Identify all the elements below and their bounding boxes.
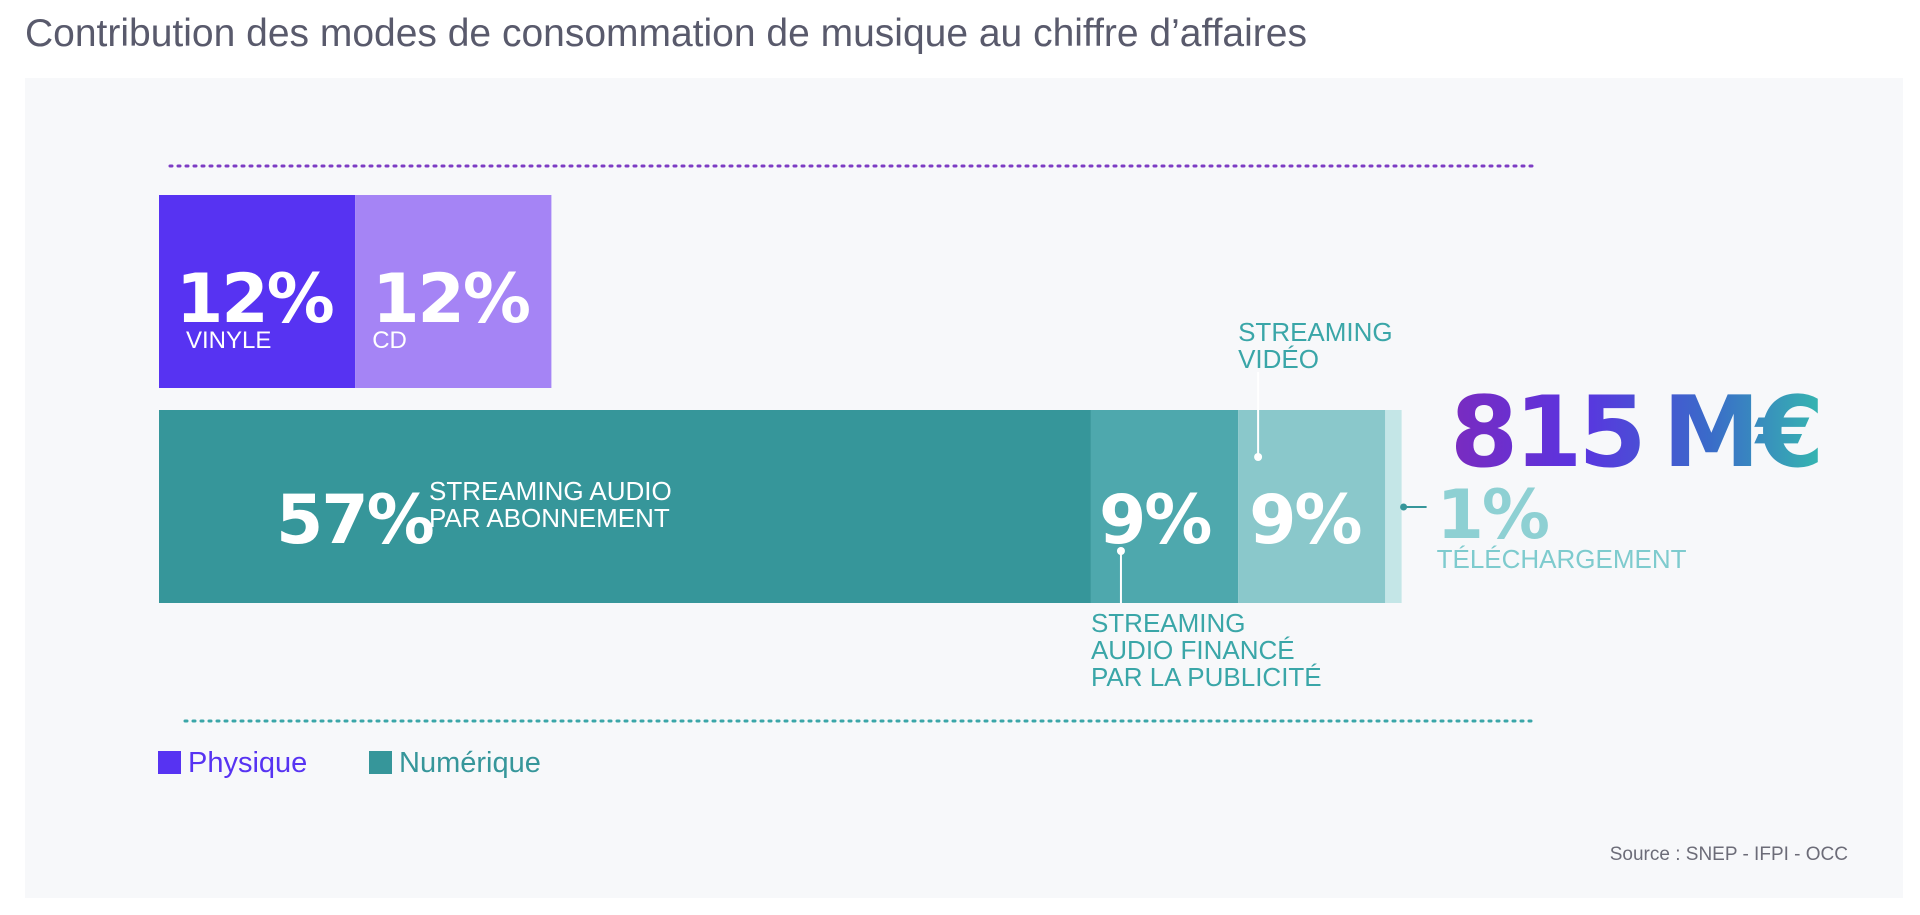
total-value: 815 — [1450, 376, 1643, 490]
bar-label-vinyle: VINYLE — [186, 327, 271, 354]
callout-dot-telechargement — [1400, 503, 1408, 511]
bar-value-streaming-abonnement: 57% — [276, 481, 433, 560]
bar-value-streaming-video: 9% — [1249, 481, 1360, 560]
legend-swatch-physique — [158, 751, 181, 774]
callout-value-telechargement: 1% — [1437, 476, 1548, 555]
callout-label-streaming-pub-line3: PAR LA PUBLICITÉ — [1091, 662, 1322, 692]
bar-label-cd: CD — [372, 327, 407, 354]
callout-label-streaming-video-line1: STREAMING — [1238, 317, 1393, 347]
page-title: Contribution des modes de consommation d… — [25, 12, 1307, 55]
bar-label-streaming-abonnement-line1: STREAMING AUDIO — [429, 476, 672, 506]
bar-cd — [355, 195, 552, 388]
bar-value-cd: 12% — [372, 260, 529, 339]
legend: Physique Numérique — [158, 747, 541, 779]
bar-telechargement — [1385, 410, 1402, 603]
bar-value-streaming-pub: 9% — [1099, 481, 1210, 560]
callout-label-streaming-pub-line1: STREAMING — [1091, 608, 1246, 638]
bar-streaming-pub — [1090, 410, 1239, 603]
bar-label-streaming-abonnement-line2: PAR ABONNEMENT — [429, 503, 670, 533]
source-note: Source : SNEP - IFPI - OCC — [1610, 844, 1848, 865]
bar-streaming-video — [1238, 410, 1386, 603]
legend-label-physique: Physique — [188, 747, 307, 779]
legend-label-numerique: Numérique — [399, 747, 541, 779]
callout-label-telechargement: TÉLÉCHARGEMENT — [1437, 544, 1687, 574]
callout-dot-streaming-pub — [1116, 547, 1125, 555]
callout-label-streaming-pub-line2: AUDIO FINANCÉ — [1091, 635, 1295, 665]
callout-dot-streaming-video — [1254, 453, 1263, 461]
total-unit: M€ — [1663, 376, 1821, 490]
total-amount: 815 M€ — [1450, 376, 1820, 490]
bar-vinyle — [159, 195, 356, 388]
bar-streaming-abonnement — [159, 410, 1091, 603]
callout-label-streaming-video-line2: VIDÉO — [1238, 344, 1319, 374]
bar-value-vinyle: 12% — [176, 260, 333, 339]
legend-swatch-numerique — [369, 751, 392, 774]
chart-panel: 12% VINYLE 12% CD 57% STREAMING AUDIO PAR ABO… — [25, 78, 1903, 898]
